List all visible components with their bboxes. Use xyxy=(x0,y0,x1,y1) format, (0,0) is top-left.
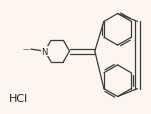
Text: HCl: HCl xyxy=(9,94,28,104)
Text: N: N xyxy=(42,47,48,56)
Text: —: — xyxy=(23,46,30,52)
